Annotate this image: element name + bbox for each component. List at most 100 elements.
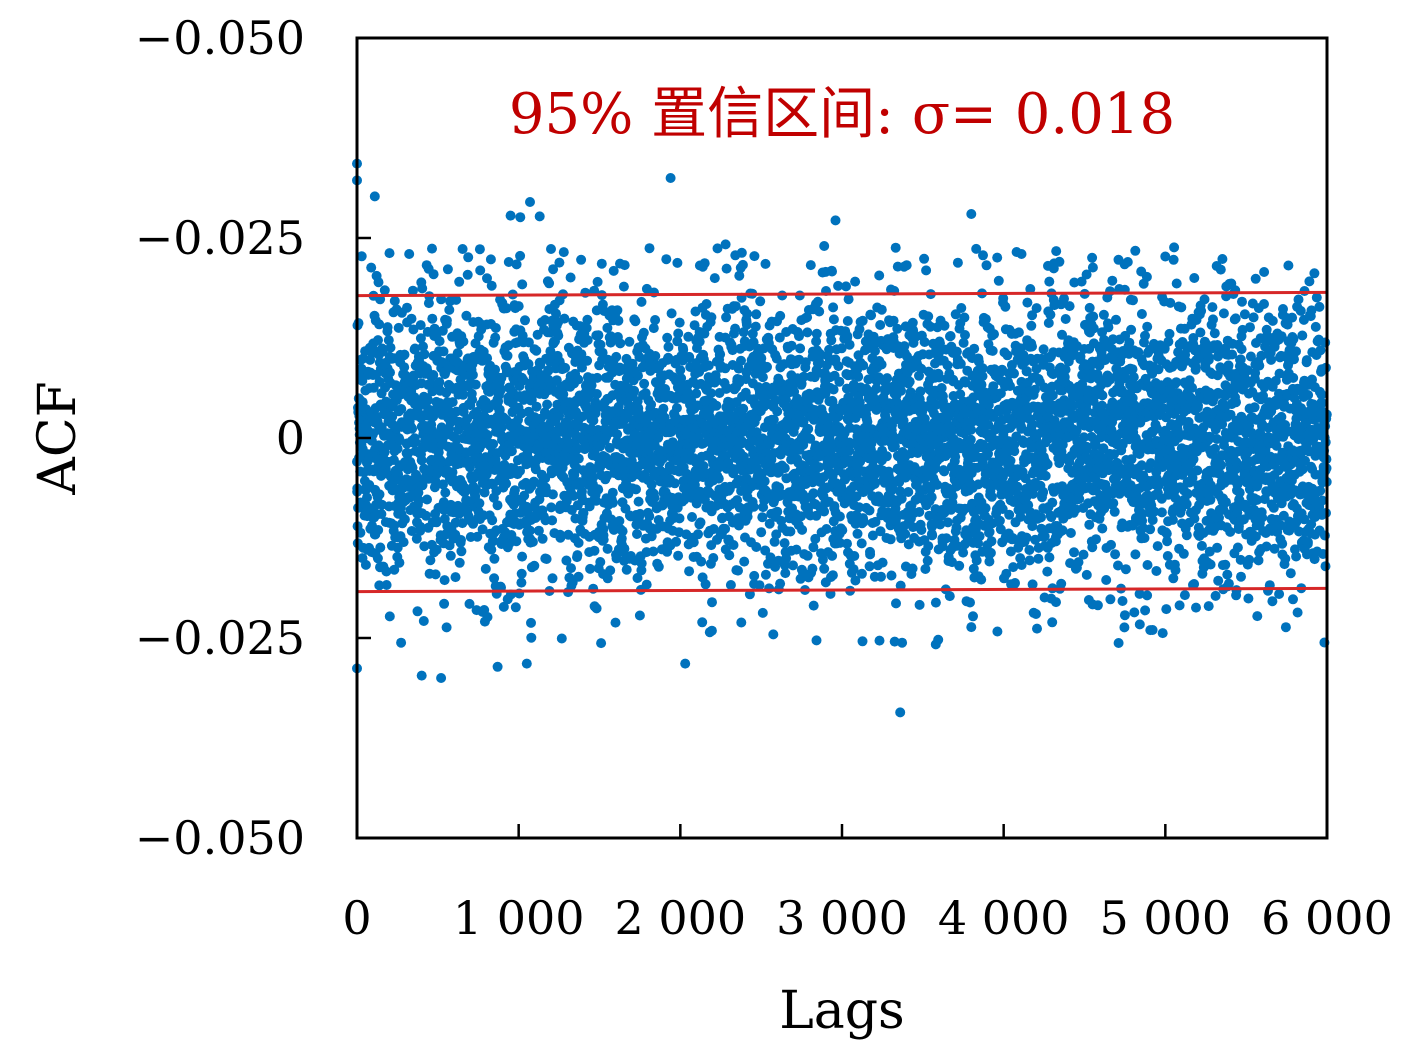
data-point: [959, 312, 970, 323]
data-point: [1069, 277, 1080, 288]
data-point: [821, 524, 832, 534]
data-point: [1031, 303, 1042, 314]
data-point: [900, 529, 911, 539]
data-point: [621, 564, 632, 575]
data-point: [1039, 531, 1050, 542]
data-point: [467, 394, 478, 405]
data-point: [868, 331, 879, 342]
data-point: [379, 285, 390, 296]
data-point: [585, 563, 596, 574]
data-point: [494, 404, 505, 415]
data-point: [597, 347, 608, 358]
data-point: [1071, 425, 1082, 436]
data-point: [696, 556, 707, 567]
data-point: [837, 525, 848, 536]
data-point: [923, 311, 934, 322]
data-point: [1045, 309, 1056, 320]
data-point: [376, 509, 387, 519]
data-point: [573, 571, 584, 582]
data-point: [853, 371, 864, 382]
data-point: [788, 560, 798, 571]
data-point: [808, 600, 819, 611]
data-point: [898, 415, 909, 426]
data-point: [966, 424, 976, 435]
data-point: [694, 336, 705, 347]
data-point: [613, 315, 624, 326]
data-point: [612, 305, 623, 316]
data-point: [650, 315, 661, 325]
data-point: [496, 422, 507, 433]
data-point: [517, 551, 528, 562]
data-point: [781, 553, 792, 564]
data-point: [1009, 368, 1019, 379]
data-point: [419, 541, 430, 552]
data-point: [545, 346, 556, 357]
data-point: [942, 517, 953, 528]
data-point: [653, 561, 664, 572]
data-point: [1005, 455, 1016, 466]
data-point: [921, 265, 932, 276]
data-point: [1110, 549, 1121, 560]
data-point: [775, 578, 786, 589]
data-point: [724, 550, 735, 561]
data-point: [785, 526, 796, 537]
data-point: [434, 377, 445, 388]
data-point: [611, 553, 622, 564]
data-point: [828, 302, 839, 313]
data-point: [992, 252, 1003, 263]
data-point: [1005, 381, 1015, 391]
data-point: [706, 388, 716, 399]
data-point: [919, 253, 930, 264]
data-point: [1012, 481, 1023, 492]
data-point: [1087, 252, 1098, 263]
data-point: [441, 622, 452, 633]
data-point: [399, 362, 410, 373]
data-point: [751, 309, 762, 320]
data-point: [619, 260, 630, 271]
data-point: [870, 346, 880, 356]
data-point: [1152, 541, 1163, 552]
data-point: [573, 537, 584, 548]
data-point: [458, 336, 469, 347]
data-point: [618, 281, 629, 292]
data-point: [926, 492, 937, 503]
data-point: [797, 524, 808, 535]
data-point: [632, 529, 642, 539]
data-point: [891, 598, 901, 609]
data-point: [828, 314, 839, 325]
data-point: [976, 379, 987, 390]
data-point: [1142, 321, 1153, 332]
data-point: [629, 385, 640, 396]
data-point: [576, 349, 587, 360]
data-point: [876, 359, 887, 370]
data-point: [411, 533, 422, 544]
data-point: [984, 526, 995, 537]
data-point: [699, 258, 710, 269]
data-point: [866, 310, 877, 321]
data-point: [515, 250, 526, 261]
data-point: [669, 478, 680, 489]
data-point: [490, 364, 501, 375]
data-point: [633, 496, 644, 507]
data-point: [464, 598, 475, 609]
data-point: [672, 257, 683, 268]
data-point: [843, 294, 854, 305]
data-point: [864, 561, 875, 572]
data-point: [833, 361, 844, 372]
data-point: [427, 313, 438, 324]
data-point: [658, 403, 669, 414]
data-point: [684, 566, 695, 577]
data-point: [501, 303, 512, 314]
data-point: [875, 320, 886, 330]
data-point: [662, 332, 673, 343]
data-point: [934, 372, 944, 383]
data-point: [399, 349, 410, 360]
data-point: [588, 472, 598, 483]
data-point: [721, 312, 732, 323]
data-point: [373, 525, 384, 535]
data-point: [362, 492, 372, 503]
data-point: [675, 365, 686, 376]
data-point: [1084, 519, 1095, 530]
data-point: [384, 611, 395, 622]
data-point: [828, 384, 839, 395]
